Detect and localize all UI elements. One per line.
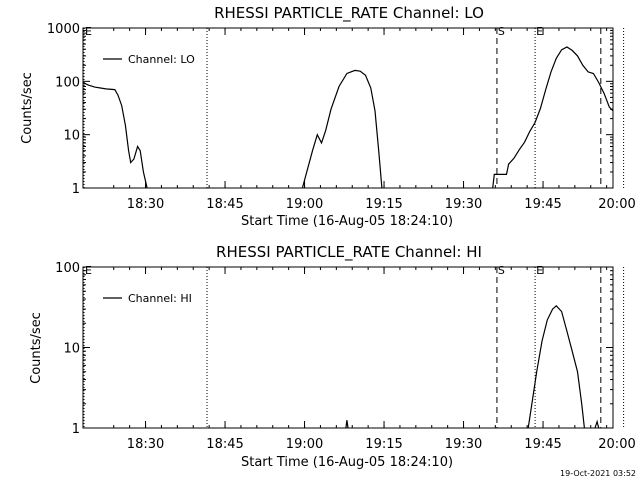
x-tick-label: 19:00 <box>286 197 323 212</box>
series-line <box>527 304 585 428</box>
y-tick-label: 100 <box>55 75 80 90</box>
event-marker-label: E <box>85 25 92 38</box>
event-marker-label: S <box>498 25 505 38</box>
panel-hi: RHESSI PARTICLE_RATE Channel: HI Counts/… <box>29 243 636 470</box>
x-tick-label: 20:00 <box>598 197 635 212</box>
series-lines <box>345 304 600 428</box>
x-tick-label: 19:00 <box>286 437 323 452</box>
y-tick-label: 1 <box>72 182 80 197</box>
x-tick-label: 19:45 <box>524 197 561 212</box>
y-tick-label: 10 <box>63 129 80 144</box>
series-line <box>301 69 383 188</box>
y-axis-label: Counts/sec <box>29 312 44 384</box>
event-marker-label: S <box>498 264 505 277</box>
chart-title: RHESSI PARTICLE_RATE Channel: LO <box>214 4 484 23</box>
x-tick-label: 18:30 <box>127 437 164 452</box>
x-tick-label: 20:00 <box>598 437 635 452</box>
series-line <box>83 81 148 188</box>
legend-label: Channel: LO <box>128 53 195 66</box>
panel-lo: RHESSI PARTICLE_RATE Channel: LO Counts/… <box>20 4 636 229</box>
x-tick-label: 19:45 <box>524 437 561 452</box>
plot-frame <box>82 27 614 189</box>
y-tick-label: 100 <box>55 261 80 276</box>
x-axis-label: Start Time (16-Aug-05 18:24:10) <box>241 214 453 229</box>
x-tick-label: 19:30 <box>445 437 482 452</box>
y-tick-label: 1 <box>72 422 80 437</box>
x-axis-label: Start Time (16-Aug-05 18:24:10) <box>241 455 453 470</box>
x-tick-label: 19:30 <box>445 197 482 212</box>
generated-timestamp: 19-Oct-2021 03:52 <box>560 469 636 478</box>
series-lines <box>83 46 613 188</box>
y-tick-label: 1000 <box>47 22 80 37</box>
x-tick-label: 19:15 <box>365 197 402 212</box>
event-marker-label: E <box>536 25 543 38</box>
y-axis-label: Counts/sec <box>20 72 35 144</box>
series-line <box>492 46 613 188</box>
series-line <box>345 420 349 428</box>
event-marker-label: E <box>85 264 92 277</box>
x-tick-label: 18:30 <box>127 197 164 212</box>
x-tick-label: 18:45 <box>206 437 243 452</box>
x-tick-label: 19:15 <box>365 437 402 452</box>
legend-label: Channel: HI <box>128 292 192 305</box>
y-tick-label: 10 <box>63 342 80 357</box>
x-tick-label: 18:45 <box>206 197 243 212</box>
series-line <box>594 419 600 428</box>
event-marker-label: E <box>536 264 543 277</box>
chart-title: RHESSI PARTICLE_RATE Channel: HI <box>216 243 482 262</box>
